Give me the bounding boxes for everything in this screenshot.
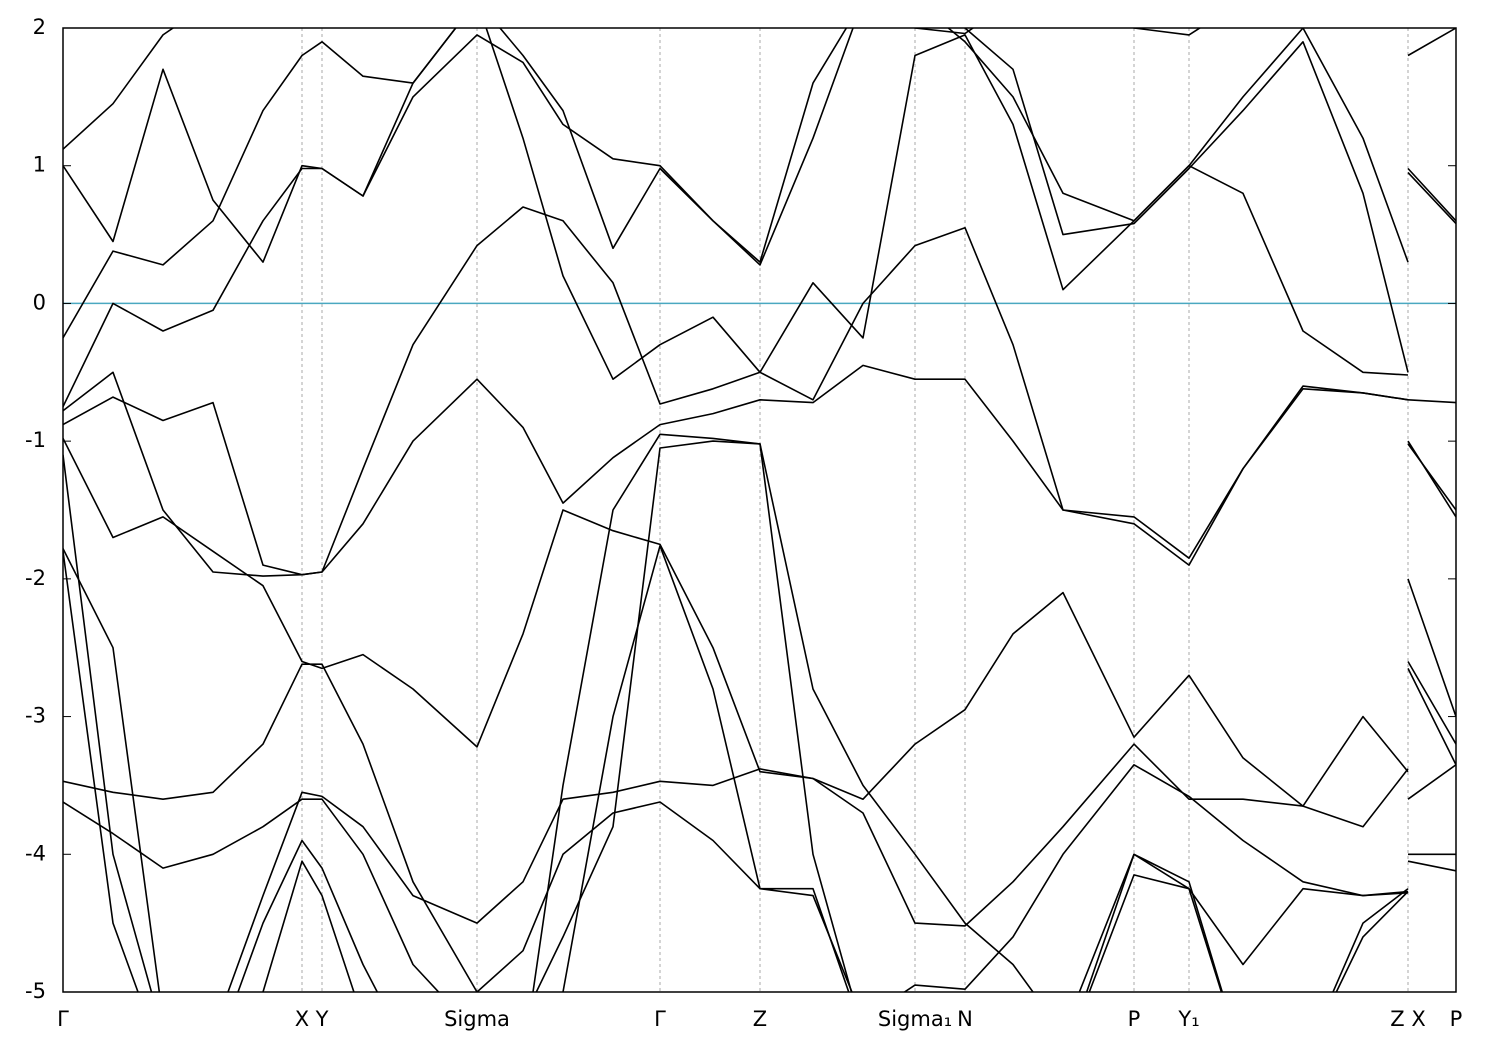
bands-layer: [63, 28, 1456, 992]
y-tick-label: -5: [25, 979, 46, 1003]
y-tick-label: -2: [25, 566, 46, 590]
x-tick-label: Y: [315, 1007, 329, 1031]
x-tick-label: Sigma: [444, 1007, 510, 1031]
band-line: [63, 364, 1456, 576]
band-line: [63, 28, 1456, 408]
x-tick-label: Sigma₁: [878, 1007, 952, 1031]
plot-frame: [62, 27, 1457, 993]
band-line: [63, 548, 1456, 992]
y-tick-label: 0: [33, 290, 46, 314]
x-tick-label: P: [1450, 1007, 1463, 1031]
y-tick-label: 1: [33, 153, 46, 177]
band-line: [63, 663, 1456, 992]
x-tick-label: Γ: [57, 1007, 69, 1031]
x-tick-label: Γ: [654, 1007, 666, 1031]
x-tick-label: N: [957, 1007, 973, 1031]
band-line: [63, 28, 1456, 150]
x-tick-label: P: [1128, 1007, 1141, 1031]
band-line: [63, 438, 1456, 807]
y-tick-label: -3: [25, 704, 46, 728]
x-tick-label: X: [295, 1007, 309, 1031]
x-tick-label: Z X: [1390, 1007, 1425, 1031]
y-tick-label: -1: [25, 428, 46, 452]
grid-layer: [62, 28, 1457, 992]
band-line: [63, 28, 1456, 373]
labels-layer: -5 -4 -3 -2 -1 0 1 2 Γ X Y Sigma Γ Z Sigma₁ N P Y₁ Z X P: [25, 15, 1462, 1031]
x-tick-label: Z: [753, 1007, 767, 1031]
x-tick-label: Y₁: [1177, 1007, 1199, 1031]
band-line: [63, 440, 1456, 992]
band-line: [63, 433, 1456, 992]
y-tick-label: -4: [25, 841, 46, 865]
y-tick-label: 2: [33, 15, 46, 39]
